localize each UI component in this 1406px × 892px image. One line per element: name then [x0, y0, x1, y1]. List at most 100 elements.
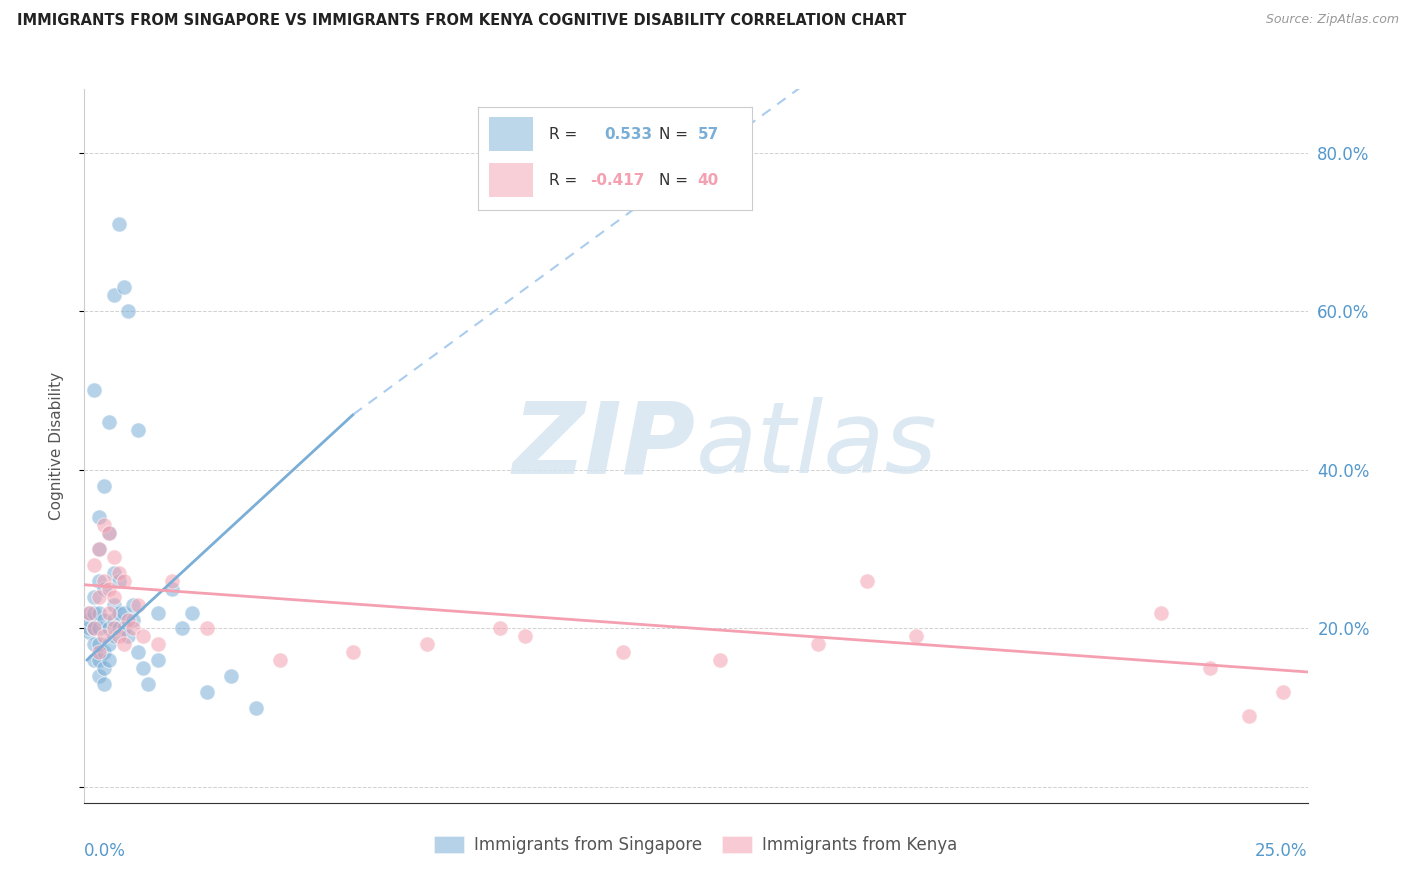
Point: [97, 526, 120, 541]
Point: [103, 629, 125, 643]
Point: [122, 614, 145, 628]
Point: [117, 614, 139, 628]
Point: [132, 661, 155, 675]
Point: [93, 582, 115, 596]
Point: [87, 606, 110, 620]
Point: [112, 280, 135, 294]
Text: ZIP: ZIP: [513, 398, 696, 494]
Point: [77, 621, 100, 635]
Point: [103, 566, 125, 580]
Y-axis label: Cognitive Disability: Cognitive Disability: [49, 372, 63, 520]
Point: [93, 478, 115, 492]
Point: [93, 661, 115, 675]
Point: [612, 645, 634, 659]
Text: 0.533: 0.533: [605, 127, 652, 142]
Point: [97, 582, 120, 596]
Point: [146, 653, 169, 667]
Point: [77, 625, 100, 640]
Point: [117, 629, 139, 643]
Point: [97, 653, 120, 667]
Point: [97, 606, 120, 620]
Text: R =: R =: [550, 127, 578, 142]
Text: 0.0%: 0.0%: [84, 842, 127, 860]
Point: [905, 629, 928, 643]
Text: 40: 40: [697, 173, 718, 188]
Point: [1198, 661, 1220, 675]
Point: [103, 549, 125, 564]
Point: [107, 217, 129, 231]
Text: -0.417: -0.417: [591, 173, 645, 188]
Point: [87, 542, 110, 557]
Point: [146, 606, 169, 620]
Point: [97, 526, 120, 541]
Point: [136, 677, 159, 691]
Point: [103, 621, 125, 635]
Bar: [489, 163, 533, 197]
Text: IMMIGRANTS FROM SINGAPORE VS IMMIGRANTS FROM KENYA COGNITIVE DISABILITY CORRELAT: IMMIGRANTS FROM SINGAPORE VS IMMIGRANTS …: [17, 13, 907, 29]
Point: [103, 590, 125, 604]
Point: [97, 637, 120, 651]
Point: [93, 574, 115, 588]
Point: [1150, 606, 1173, 620]
Text: atlas: atlas: [696, 398, 938, 494]
Point: [93, 677, 115, 691]
Point: [87, 510, 110, 524]
Point: [1237, 708, 1260, 723]
Point: [87, 574, 110, 588]
Point: [103, 614, 125, 628]
Point: [416, 637, 439, 651]
Text: R =: R =: [550, 173, 578, 188]
Point: [93, 614, 115, 628]
Point: [162, 582, 184, 596]
Point: [112, 621, 135, 635]
Point: [87, 542, 110, 557]
Point: [83, 558, 105, 572]
Point: [87, 621, 110, 635]
Point: [709, 653, 731, 667]
Point: [195, 685, 218, 699]
Point: [77, 606, 100, 620]
Point: [87, 669, 110, 683]
Point: [127, 645, 149, 659]
Point: [112, 574, 135, 588]
Point: [172, 621, 194, 635]
Point: [269, 653, 291, 667]
Point: [107, 566, 129, 580]
Point: [83, 621, 105, 635]
Point: [83, 606, 105, 620]
Point: [1272, 685, 1295, 699]
Point: [83, 590, 105, 604]
Point: [122, 621, 145, 635]
Point: [77, 614, 100, 628]
Point: [245, 700, 267, 714]
Text: N =: N =: [659, 173, 688, 188]
Point: [856, 574, 879, 588]
Point: [162, 574, 184, 588]
Point: [807, 637, 830, 651]
Point: [132, 629, 155, 643]
Point: [83, 621, 105, 635]
Point: [195, 621, 218, 635]
Point: [97, 621, 120, 635]
Point: [219, 669, 242, 683]
Point: [87, 645, 110, 659]
Point: [112, 637, 135, 651]
Point: [117, 304, 139, 318]
Point: [93, 629, 115, 643]
Point: [87, 590, 110, 604]
Point: [489, 621, 512, 635]
Point: [97, 415, 120, 429]
Point: [127, 423, 149, 437]
Point: [83, 653, 105, 667]
Legend: Immigrants from Singapore, Immigrants from Kenya: Immigrants from Singapore, Immigrants fr…: [426, 828, 966, 863]
Text: Source: ZipAtlas.com: Source: ZipAtlas.com: [1265, 13, 1399, 27]
Point: [103, 598, 125, 612]
Point: [107, 629, 129, 643]
Point: [513, 629, 536, 643]
Point: [107, 621, 129, 635]
Text: N =: N =: [659, 127, 688, 142]
Point: [93, 645, 115, 659]
Bar: [489, 118, 533, 151]
Point: [107, 606, 129, 620]
Point: [77, 606, 100, 620]
